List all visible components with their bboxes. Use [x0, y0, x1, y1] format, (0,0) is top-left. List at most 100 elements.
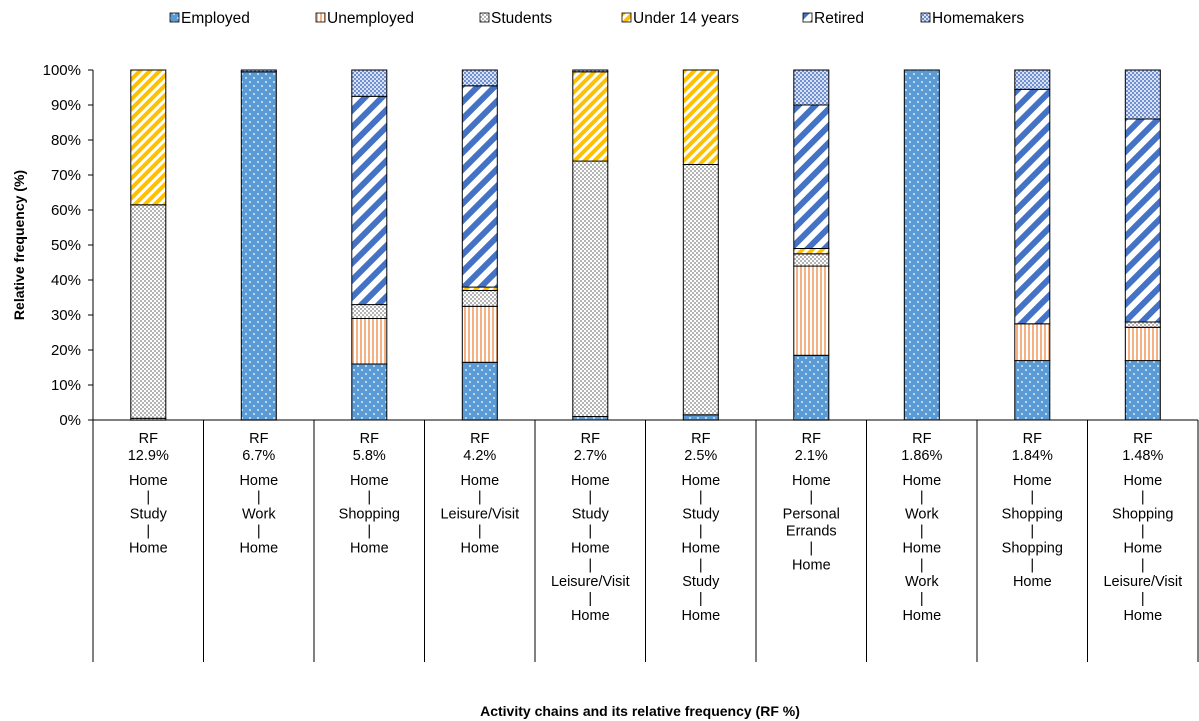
- x-category-rf-label: 1.48%: [1122, 448, 1163, 464]
- x-category-chain-label: Home: [681, 540, 720, 556]
- y-axis-title: Relative frequency (%): [11, 170, 27, 320]
- x-category-rf-label: RF: [360, 431, 379, 447]
- x-category-rf-label: RF: [802, 431, 821, 447]
- x-category-rf-label: 2.7%: [574, 448, 607, 464]
- bar-segment-under-14-years: [793, 248, 830, 255]
- x-category-chain-label: |: [588, 591, 592, 607]
- x-category-chain-label: Leisure/Visit: [440, 507, 519, 523]
- legend: Employed Unemployed Students Under 14 years…: [169, 10, 1024, 27]
- x-category-chain-label: Home: [1123, 608, 1162, 624]
- legend-label-homemakers: Homemakers: [932, 10, 1024, 27]
- x-category-chain-label: Home: [239, 473, 278, 489]
- x-category-chain-label: |: [257, 490, 261, 506]
- x-category-rf-label: RF: [581, 431, 600, 447]
- bar-segment-homemakers: [461, 69, 498, 87]
- x-category-chain-label: Home: [571, 473, 610, 489]
- x-category-rf-label: 2.1%: [795, 448, 828, 464]
- x-category-chain-label: |: [699, 490, 703, 506]
- x-category-chain-label: |: [920, 591, 924, 607]
- x-category-chain-label: Home: [1013, 473, 1052, 489]
- legend-swatch-retired: [802, 12, 813, 23]
- bar-segment-unemployed: [1014, 323, 1051, 362]
- bar-segment-unemployed: [351, 318, 388, 365]
- bar-segment-employed: [793, 354, 830, 421]
- x-category-chain-label: Study: [130, 507, 168, 523]
- x-category-chain-label: |: [699, 591, 703, 607]
- x-category-chain-label: Home: [460, 473, 499, 489]
- bar-segment-employed: [572, 416, 609, 421]
- legend-label-employed: Employed: [181, 10, 250, 27]
- bar-segment-retired: [1014, 88, 1051, 325]
- x-category-chain-label: |: [478, 524, 482, 540]
- y-tick-label: 30%: [51, 307, 81, 324]
- bar-segment-students: [461, 290, 498, 307]
- y-tick-label: 40%: [51, 272, 81, 289]
- x-category-chain-label: Leisure/Visit: [1103, 574, 1182, 590]
- x-category-chain-label: Home: [571, 608, 610, 624]
- x-category-chain-label: Home: [792, 557, 831, 573]
- bar-segment-under-14-years: [572, 71, 609, 162]
- bar-segment-students: [130, 204, 167, 419]
- bar-segment-unemployed: [461, 305, 498, 363]
- bar-segment-employed: [351, 363, 388, 421]
- legend-swatch-students: [479, 12, 490, 23]
- x-category-chain-label: Shopping: [1112, 507, 1173, 523]
- bar-segment-employed: [903, 69, 940, 421]
- x-category-chain-label: Leisure/Visit: [551, 574, 630, 590]
- y-tick-label: 0%: [59, 412, 81, 429]
- bar-segment-homemakers: [793, 69, 830, 106]
- y-tick-label: 90%: [51, 97, 81, 114]
- bar-segment-students: [1124, 321, 1161, 328]
- x-category-chain-label: Home: [902, 540, 941, 556]
- bar-segment-under-14-years: [682, 69, 719, 165]
- x-category-chain-label: Study: [682, 574, 720, 590]
- x-category-chain-label: Home: [129, 540, 168, 556]
- legend-label-retired: Retired: [814, 10, 864, 27]
- x-category-chain-label: Home: [571, 540, 610, 556]
- x-category-chain-label: |: [1141, 524, 1145, 540]
- bar-segment-homemakers: [572, 69, 609, 73]
- bar-segment-employed: [682, 414, 719, 421]
- x-category-chain-label: Home: [681, 473, 720, 489]
- legend-swatch-under-14-years: [621, 12, 632, 23]
- bar-segment-unemployed: [793, 265, 830, 356]
- legend-label-unemployed: Unemployed: [327, 10, 414, 27]
- x-category-chain-label: Study: [682, 507, 720, 523]
- bar-segment-under-14-years: [130, 69, 167, 206]
- y-tick-label: 60%: [51, 202, 81, 219]
- x-category-chain-label: |: [588, 557, 592, 573]
- y-tick-label: 100%: [43, 62, 81, 79]
- x-category-rf-label: RF: [912, 431, 931, 447]
- y-tick-label: 20%: [51, 342, 81, 359]
- x-category-chain-label: |: [1030, 557, 1034, 573]
- x-category-rf-label: RF: [1133, 431, 1152, 447]
- x-category-chain-label: Work: [905, 574, 939, 590]
- x-category-chain-label: Home: [460, 540, 499, 556]
- bar-segment-unemployed: [1124, 326, 1161, 362]
- bar-segment-homemakers: [240, 69, 277, 73]
- x-category-rf-label: 6.7%: [242, 448, 275, 464]
- x-category-chain-label: Errands: [786, 524, 837, 540]
- bar-segment-students: [793, 253, 830, 267]
- bar-segment-homemakers: [1124, 69, 1161, 120]
- bar-segment-students: [572, 160, 609, 417]
- x-category-chain-label: Home: [239, 540, 278, 556]
- bar-segment-retired: [793, 104, 830, 249]
- bar-segment-retired: [351, 95, 388, 306]
- bar-segment-students: [351, 304, 388, 319]
- x-category-chain-label: Home: [902, 608, 941, 624]
- x-category-chain-label: |: [699, 524, 703, 540]
- x-category-chain-label: |: [367, 490, 371, 506]
- x-category-chain-label: |: [809, 540, 813, 556]
- x-category-chain-label: |: [920, 557, 924, 573]
- bar-segment-students: [682, 164, 719, 416]
- x-category-rf-label: RF: [139, 431, 158, 447]
- x-category-chain-label: Home: [1123, 473, 1162, 489]
- x-category-chain-label: Work: [242, 507, 276, 523]
- x-category-rf-label: RF: [1023, 431, 1042, 447]
- x-category-chain-label: |: [588, 490, 592, 506]
- x-axis: RF12.9%Home|Study|HomeRF6.7%Home|Work|Ho…: [92, 419, 1199, 662]
- x-category-rf-label: 4.2%: [463, 448, 496, 464]
- x-category-chain-label: Home: [350, 473, 389, 489]
